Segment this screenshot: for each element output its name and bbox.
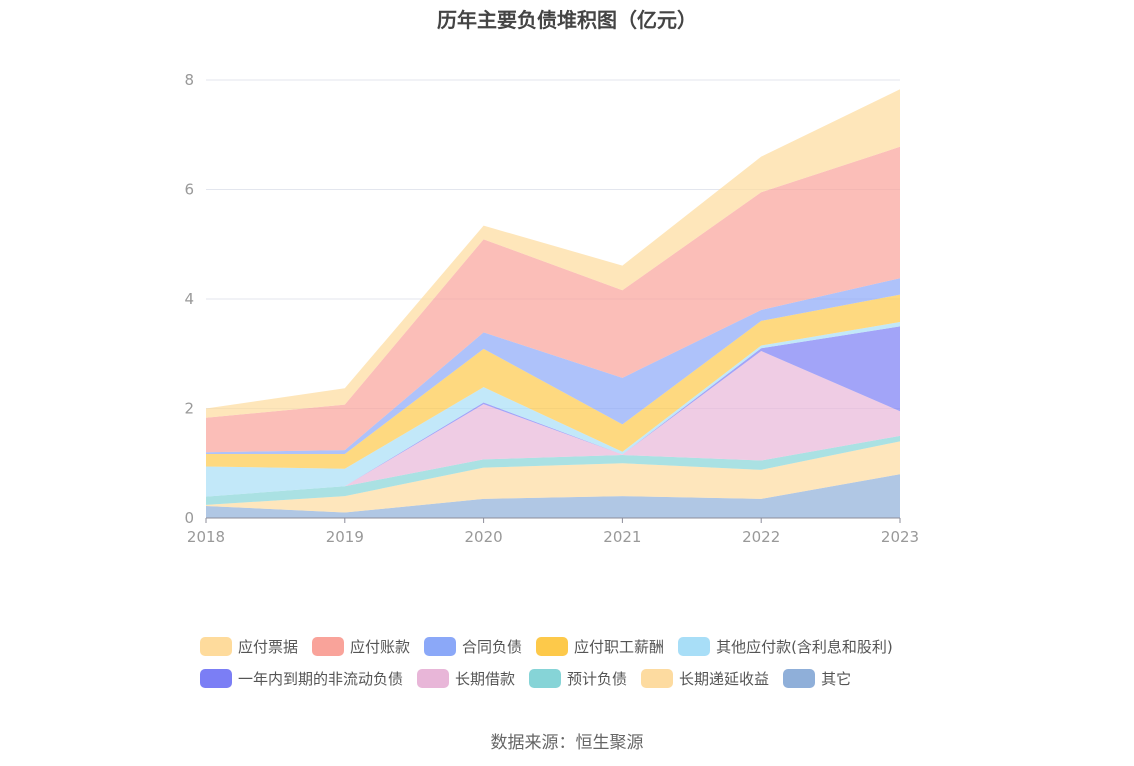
x-tick-label: 2023 [881, 528, 919, 546]
legend-swatch [783, 668, 816, 688]
legend-label: 预计负债 [567, 669, 628, 688]
legend-item[interactable]: 长期借款 [417, 668, 515, 689]
area-series [206, 435, 900, 505]
data-source-note: 数据来源：恒生聚源 [490, 733, 644, 753]
legend-item[interactable]: 应付账款 [312, 636, 410, 657]
legend-swatch [529, 668, 562, 688]
legend-row: 应付票据 应付账款 合同负债 应付职工薪酬 其他应付款(含利息和股利) [200, 630, 1000, 662]
legend-row: 一年内到期的非流动负债 长期借款 预计负债 长期递延收益 其它 [200, 662, 1000, 694]
legend-swatch [312, 636, 345, 656]
legend-label: 应付票据 [238, 637, 299, 656]
legend-item[interactable]: 长期递延收益 [641, 668, 769, 689]
area-series [206, 441, 900, 513]
legend-swatch [678, 636, 711, 656]
legend-swatch [200, 668, 232, 688]
legend-label: 长期借款 [455, 669, 516, 688]
stacked-area-chart: 0 2 4 6 8 2018 2019 2020 2021 2022 2023 [184, 71, 919, 546]
x-tick-label: 2021 [603, 528, 641, 546]
y-tick-label: 0 [184, 509, 194, 527]
legend-swatch [417, 668, 450, 688]
area-series [206, 326, 900, 497]
x-tick-label: 2019 [326, 528, 364, 546]
legend-label: 应付账款 [350, 637, 411, 656]
x-tick-label: 2018 [187, 528, 225, 546]
area-series [206, 146, 900, 453]
legend-label: 合同负债 [462, 637, 523, 656]
legend-item[interactable]: 预计负债 [529, 668, 627, 689]
x-tick-label: 2022 [742, 528, 780, 546]
area-series [206, 294, 900, 469]
legend-label: 其他应付款(含利息和股利) [716, 637, 893, 656]
area-series [206, 321, 900, 497]
area-series [206, 278, 900, 454]
legend-item[interactable]: 其它 [783, 668, 851, 689]
legend-swatch [536, 636, 569, 656]
area-series [206, 474, 900, 518]
chart-legend: 应付票据 应付账款 合同负债 应付职工薪酬 其他应付款(含利息和股利) 一年内到期的非流动… [200, 630, 1000, 694]
legend-item[interactable]: 其他应付款(含利息和股利) [678, 636, 893, 657]
legend-label: 其它 [821, 669, 852, 688]
legend-item[interactable]: 合同负债 [424, 636, 522, 657]
area-series [206, 351, 900, 497]
legend-item[interactable]: 一年内到期的非流动负债 [200, 668, 403, 689]
x-tick-label: 2020 [465, 528, 503, 546]
area-series [206, 89, 900, 418]
y-tick-label: 8 [184, 71, 194, 89]
y-tick-label: 6 [184, 181, 194, 199]
legend-swatch [424, 636, 457, 656]
legend-label: 一年内到期的非流动负债 [238, 669, 404, 688]
legend-label: 长期递延收益 [679, 669, 770, 688]
legend-item[interactable]: 应付票据 [200, 636, 298, 657]
chart-title: 历年主要负债堆积图（亿元） [437, 8, 697, 32]
legend-item[interactable]: 应付职工薪酬 [536, 636, 664, 657]
legend-swatch [641, 668, 674, 688]
legend-swatch [200, 636, 232, 656]
legend-label: 应付职工薪酬 [574, 637, 665, 656]
y-tick-label: 2 [184, 400, 194, 418]
y-tick-label: 4 [184, 290, 194, 308]
